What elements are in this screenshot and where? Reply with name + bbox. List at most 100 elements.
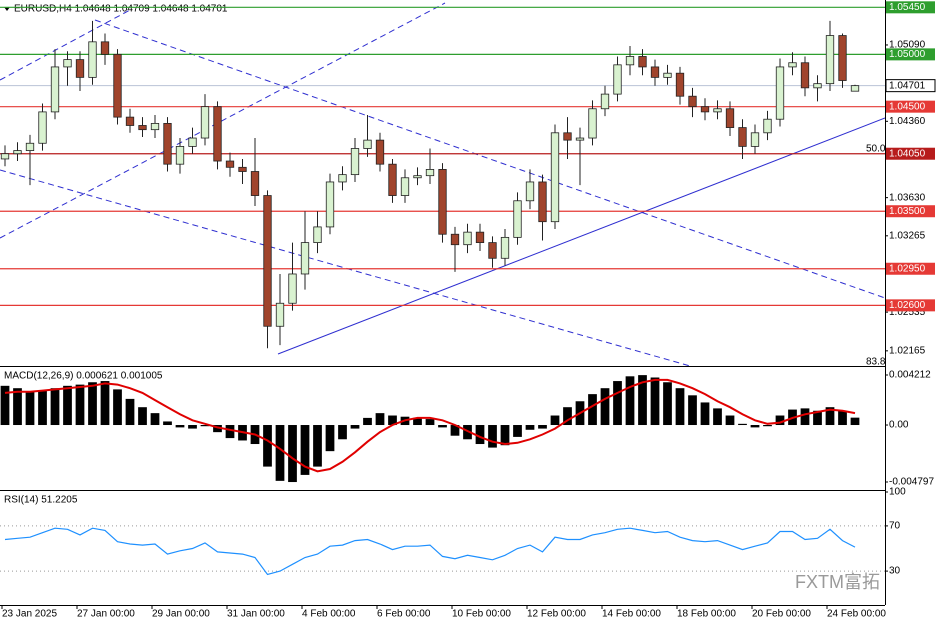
level-tag <box>886 48 935 61</box>
candle-body <box>488 242 497 259</box>
candle-body <box>375 139 385 165</box>
candle-body <box>175 145 185 165</box>
macd-bar <box>50 388 60 426</box>
candle-body <box>800 62 810 89</box>
x-tick-label: 10 Feb 00:00 <box>452 609 511 620</box>
y-tick-label: 1.03265 <box>889 230 926 241</box>
level-tag <box>886 262 935 275</box>
candle-body <box>738 127 747 147</box>
candle-body <box>288 273 297 304</box>
watermark: FXTM富拓 <box>795 572 880 592</box>
macd-bar <box>363 417 372 426</box>
candle-body <box>600 93 610 110</box>
macd-bar <box>425 419 435 426</box>
macd-bar <box>413 417 422 426</box>
macd-bar <box>288 425 297 483</box>
macd-bar <box>725 415 735 426</box>
level-label: 1.05450 <box>889 2 926 13</box>
candle-body <box>138 125 147 131</box>
candle-body <box>363 139 372 149</box>
candle-body <box>713 108 722 113</box>
x-tick-label: 4 Feb 00:00 <box>302 609 356 620</box>
macd-header: MACD(12,26,9) 0.000621 0.001005 <box>4 371 163 382</box>
candle-body <box>0 153 10 160</box>
macd-bar <box>88 382 97 426</box>
macd-bar <box>163 421 172 426</box>
macd-bar <box>688 395 697 426</box>
candle-body <box>700 106 710 113</box>
x-tick-label: 6 Feb 00:00 <box>377 609 431 620</box>
macd-bar <box>275 425 285 481</box>
macd-bar <box>25 391 35 426</box>
candle-body <box>125 116 135 126</box>
macd-bar <box>150 413 160 426</box>
drawing-tools <box>0 2 885 366</box>
macd-bar <box>0 385 10 426</box>
macd-bar <box>375 413 385 426</box>
candle-body <box>50 66 60 113</box>
macd-bar <box>550 415 560 426</box>
macd-bar <box>750 425 760 428</box>
macd-bar <box>538 425 547 429</box>
macd-bar <box>475 425 485 445</box>
candle-body <box>475 231 485 244</box>
y-tick-label: 1.05090 <box>889 40 926 51</box>
rsi-line <box>4 527 856 576</box>
candle-body <box>788 62 797 68</box>
y-tick-label: 0.00 <box>889 420 909 431</box>
candle-body <box>463 231 472 246</box>
candle-body <box>25 142 35 151</box>
candle-body <box>300 242 310 275</box>
macd-bar <box>463 425 472 440</box>
y-tick-label: 100 <box>889 487 906 498</box>
candle-body <box>113 53 122 118</box>
trend-line <box>0 9 131 81</box>
symbol-header: EURUSD,H4 1.04648 1.04709 1.04648 1.0470… <box>14 4 228 15</box>
macd-bar <box>263 425 272 467</box>
fib-label: 83.8 <box>866 357 886 368</box>
candle-body <box>663 72 672 78</box>
candle-body <box>150 122 160 131</box>
macd-bar <box>713 408 722 426</box>
candle-body <box>850 85 860 92</box>
candle-body <box>563 132 572 141</box>
x-tick-label: 14 Feb 00:00 <box>602 609 661 620</box>
macd-bar <box>100 381 110 426</box>
macd-bar <box>800 408 810 426</box>
macd-bar <box>500 425 510 446</box>
macd-bar <box>775 415 785 426</box>
macd-bar <box>338 425 347 440</box>
candle-body <box>275 302 285 327</box>
macd-bar <box>825 407 835 426</box>
candle-body <box>413 175 422 179</box>
candle-body <box>75 59 85 78</box>
macd-bar <box>563 407 572 426</box>
y-tick-label: 1.04360 <box>889 116 926 127</box>
macd-bar <box>125 398 135 426</box>
fib-label: 50.0 <box>866 144 886 155</box>
candle-body <box>838 35 847 81</box>
x-tick-label: 29 Jan 00:00 <box>152 609 210 620</box>
candle-body <box>438 169 447 235</box>
candle-body <box>225 160 235 168</box>
macd-bar <box>525 425 535 430</box>
y-tick-label: 1.02165 <box>889 345 926 356</box>
menu-arrow[interactable] <box>4 7 10 11</box>
candle-body <box>763 118 772 134</box>
macd-bar <box>175 425 185 428</box>
x-tick-label: 24 Feb 00:00 <box>827 609 886 620</box>
price-tag <box>885 79 936 93</box>
candle-body <box>350 148 360 176</box>
candle-body <box>825 35 835 85</box>
x-tick-label: 12 Feb 00:00 <box>527 609 586 620</box>
candle-body <box>425 169 435 177</box>
x-tick-label: 27 Jan 00:00 <box>77 609 135 620</box>
macd-bar <box>450 425 460 436</box>
candle-body <box>500 236 510 259</box>
macd-bar <box>513 425 522 437</box>
macd-bar <box>650 377 660 426</box>
candle-body <box>88 41 97 78</box>
level-label: 1.02600 <box>889 300 926 311</box>
macd-bar <box>63 385 72 426</box>
level-label: 1.03500 <box>889 206 926 217</box>
